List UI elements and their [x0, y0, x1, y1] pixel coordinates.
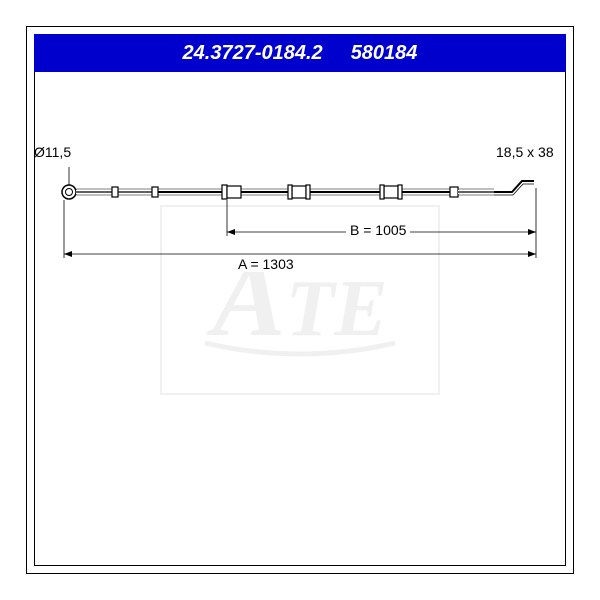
dimension-b-label: B = 1005 [346, 222, 410, 238]
technical-diagram: Ø11,5 18,5 x 38 A = 1303 B = 1005 [34, 72, 566, 566]
header-bar: 24.3727-0184.2 580184 [34, 34, 566, 72]
dimension-a-label: A = 1303 [234, 256, 298, 272]
end-dimension-label: 18,5 x 38 [496, 144, 554, 160]
part-number: 24.3727-0184.2 [183, 42, 323, 65]
cable-drawing [34, 72, 566, 372]
diameter-label: Ø11,5 [34, 144, 71, 160]
part-code: 580184 [351, 42, 418, 65]
